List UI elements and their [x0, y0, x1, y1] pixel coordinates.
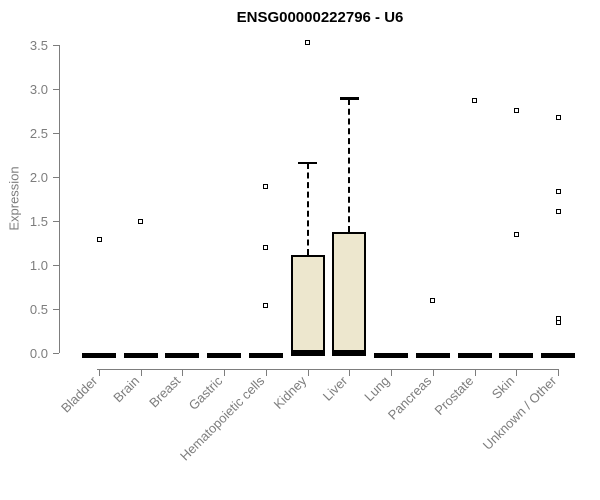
outlier-point [263, 245, 269, 251]
median-bar [415, 352, 450, 359]
y-tick-mark [52, 177, 59, 179]
y-tick-mark [52, 133, 59, 135]
x-tick-mark [432, 368, 434, 376]
median-bar [207, 352, 242, 359]
median-bar [457, 352, 492, 359]
outlier-point [472, 98, 478, 103]
median-bar [332, 350, 367, 357]
median-bar [248, 352, 283, 359]
outlier-point [430, 297, 436, 303]
y-tick-label: 3.0 [29, 81, 48, 97]
outlier-point [555, 208, 561, 214]
x-tick-mark [474, 368, 476, 376]
y-tick-label: 2.5 [29, 125, 48, 141]
whisker-cap [298, 161, 318, 165]
outlier-point [555, 114, 561, 120]
x-tick-mark [516, 368, 518, 376]
y-tick-label: 0.5 [29, 301, 48, 317]
x-tick-mark [349, 368, 351, 376]
outlier-point [96, 237, 102, 243]
median-bar [165, 352, 200, 359]
x-axis-line [97, 368, 559, 370]
outlier-point [138, 218, 144, 224]
boxplot-box [332, 231, 367, 352]
outlier-point [513, 231, 519, 237]
x-tick-mark [307, 368, 309, 376]
x-tick-mark [265, 368, 267, 376]
median-bar [499, 352, 534, 359]
y-tick-mark [52, 309, 59, 311]
y-tick-mark [52, 353, 59, 355]
outlier-point [555, 319, 561, 325]
y-tick-mark [52, 221, 59, 223]
chart-title: ENSG00000222796 - U6 [236, 9, 404, 26]
y-tick-mark [52, 265, 59, 267]
median-bar [290, 350, 325, 357]
whisker-line [306, 163, 309, 255]
outlier-point [263, 184, 269, 190]
median-bar [82, 352, 116, 359]
outlier-point [305, 39, 311, 45]
y-tick-label: 3.5 [29, 37, 48, 53]
median-bar [123, 352, 158, 359]
y-tick-mark [52, 45, 59, 47]
outlier-point [513, 107, 519, 113]
outlier-point [555, 188, 561, 194]
x-tick-mark [224, 368, 226, 376]
whisker-cap [339, 97, 359, 101]
y-tick-label: 1.5 [29, 213, 48, 229]
boxplot-box [290, 254, 325, 352]
y-tick-label: 1.0 [29, 257, 48, 273]
x-tick-mark [558, 368, 560, 376]
outlier-point [263, 303, 269, 309]
y-axis-line [59, 45, 60, 354]
y-tick-label: 2.0 [29, 169, 48, 185]
median-bar [374, 352, 409, 359]
y-tick-label: 0.0 [29, 345, 48, 361]
x-tick-mark [182, 368, 184, 376]
y-tick-mark [52, 89, 59, 91]
x-tick-mark [391, 368, 393, 376]
whisker-line [348, 98, 351, 232]
x-tick-mark [140, 368, 142, 376]
median-bar [541, 352, 576, 359]
x-tick-mark [99, 368, 100, 376]
